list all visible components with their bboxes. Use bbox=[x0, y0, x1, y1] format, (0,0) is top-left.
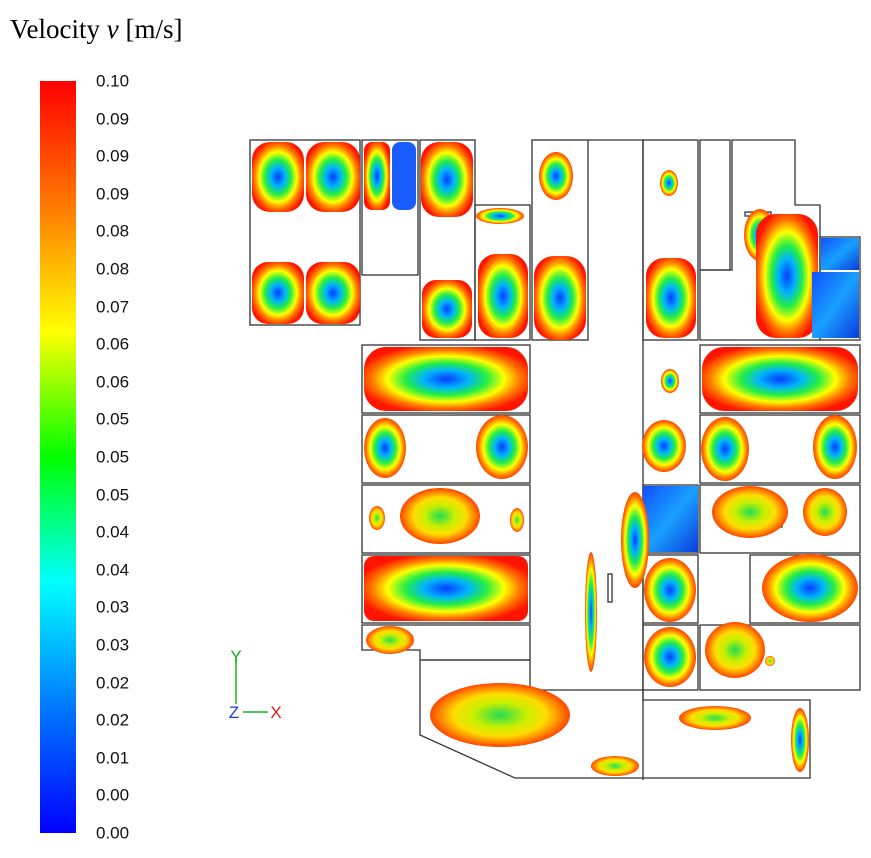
colorbar-tick-label: 0.02 bbox=[96, 710, 130, 730]
colorbar-tick-label: 0.05 bbox=[96, 447, 130, 467]
colorbar-tick-label: 0.06 bbox=[96, 372, 130, 392]
room-outline bbox=[699, 484, 861, 554]
room-outline bbox=[474, 204, 531, 341]
colorbar-tick-label: 0.10 bbox=[96, 71, 130, 91]
room-outline bbox=[361, 414, 531, 484]
colorbar-tick-label: 0.05 bbox=[96, 409, 130, 429]
colorbar-tick-label: 0.08 bbox=[96, 221, 130, 241]
room-outlines bbox=[249, 139, 861, 780]
lobby-outline bbox=[419, 659, 811, 779]
room-outline bbox=[699, 414, 861, 484]
room-outline bbox=[642, 554, 699, 624]
room-outline bbox=[642, 139, 699, 341]
colorbar-tick-label: 0.05 bbox=[96, 485, 130, 505]
shaft-outline bbox=[607, 573, 613, 603]
colorbar-tick-label: 0.00 bbox=[96, 823, 130, 843]
room-outline bbox=[699, 139, 731, 271]
legend-title-unit: [m/s] bbox=[118, 14, 183, 44]
legend-title-prefix: Velocity bbox=[10, 14, 107, 44]
colorbar-tick-label: 0.09 bbox=[96, 184, 130, 204]
colorbar-tick-label: 0.01 bbox=[96, 748, 130, 768]
velocity-contours bbox=[252, 142, 859, 776]
colorbar-tick-label: 0.08 bbox=[96, 259, 130, 279]
room-outline bbox=[361, 554, 531, 624]
room-outline bbox=[361, 344, 531, 414]
colorbar-tick-label: 0.03 bbox=[96, 635, 130, 655]
colorbar-tick-label: 0.07 bbox=[96, 297, 130, 317]
legend-title-variable: v bbox=[106, 14, 119, 44]
room-outline bbox=[249, 139, 361, 326]
colorbar-tick-label: 0.03 bbox=[96, 597, 130, 617]
colorbar-tick-label: 0.00 bbox=[96, 785, 130, 805]
corridor-outline bbox=[588, 139, 644, 780]
room-outline bbox=[699, 624, 861, 691]
room-outline bbox=[361, 139, 419, 276]
axis-triad: Y Z X bbox=[229, 647, 282, 722]
legend-title: Velocity v [m/s] bbox=[10, 14, 182, 45]
room-outline bbox=[361, 484, 531, 554]
colorbar-tick-label: 0.04 bbox=[96, 560, 130, 580]
colorbar-tick-labels: 0.10 0.09 0.09 0.09 0.08 0.08 0.07 0.06 0.06 0.05… bbox=[96, 0, 156, 858]
colorbar-tick-label: 0.06 bbox=[96, 334, 130, 354]
colorbar-tick-label: 0.09 bbox=[96, 146, 130, 166]
y-axis-label: Y bbox=[230, 647, 241, 666]
colorbar-tick-label: 0.02 bbox=[96, 673, 130, 693]
room-outline bbox=[642, 624, 699, 691]
colorbar-tick-label: 0.04 bbox=[96, 522, 130, 542]
z-axis-label: Z bbox=[229, 703, 239, 722]
colorbar bbox=[40, 81, 76, 833]
room-outline bbox=[699, 344, 861, 414]
x-axis-label: X bbox=[270, 703, 281, 722]
colorbar-tick-label: 0.09 bbox=[96, 109, 130, 129]
